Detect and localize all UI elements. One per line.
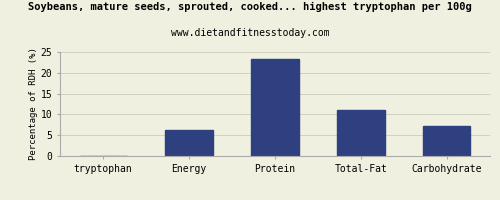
Text: www.dietandfitnesstoday.com: www.dietandfitnesstoday.com bbox=[170, 28, 330, 38]
Y-axis label: Percentage of RDH (%): Percentage of RDH (%) bbox=[29, 48, 38, 160]
Bar bbox=[338, 110, 384, 156]
Bar bbox=[166, 130, 212, 156]
Text: Soybeans, mature seeds, sprouted, cooked... highest tryptophan per 100g: Soybeans, mature seeds, sprouted, cooked… bbox=[28, 2, 472, 12]
Bar bbox=[252, 59, 298, 156]
Bar bbox=[423, 126, 470, 156]
